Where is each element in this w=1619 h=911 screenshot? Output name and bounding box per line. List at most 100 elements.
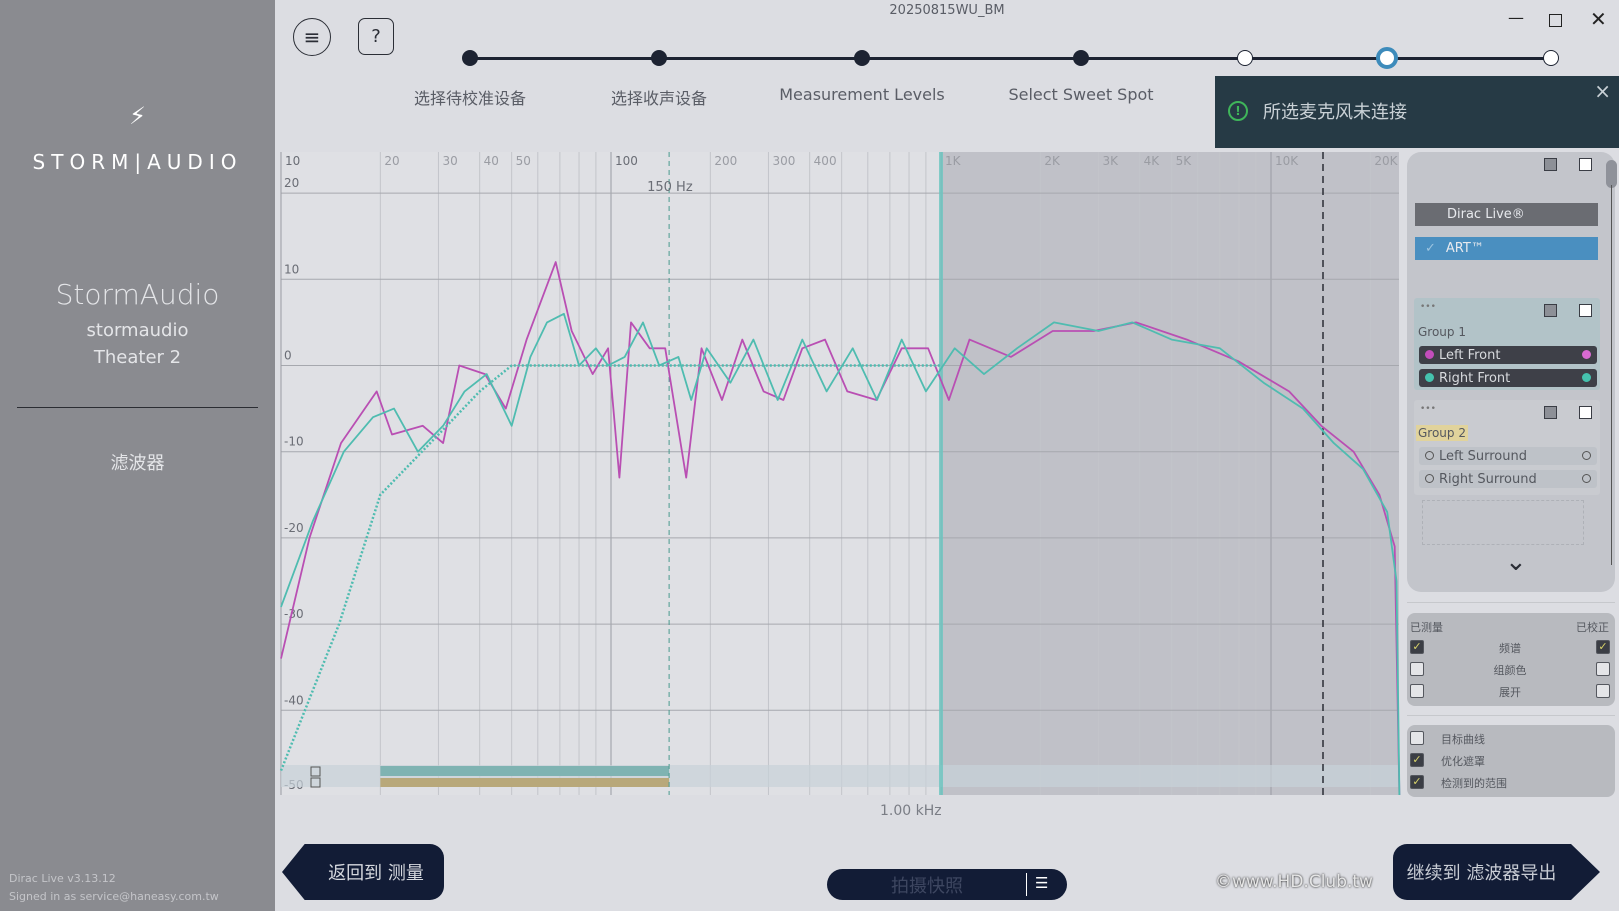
- continue-to-filter-export-button[interactable]: 继续到 滤波器导出: [1393, 844, 1600, 900]
- y-tick-label: -10: [284, 435, 304, 449]
- minimize-icon[interactable]: —: [1508, 8, 1524, 27]
- channel-left-surround[interactable]: Left Surround: [1419, 447, 1597, 465]
- display-options-panel: [1407, 613, 1615, 706]
- measured-header: 已测量: [1410, 621, 1443, 634]
- option-label: 频谱: [1499, 642, 1521, 655]
- stepper-track: [470, 57, 1551, 60]
- step-7-dot[interactable]: [1543, 50, 1559, 66]
- corrected-checkbox[interactable]: ✓: [1596, 640, 1610, 654]
- group-2-more-button[interactable]: •••: [1420, 404, 1436, 414]
- watermark: ©www.HD.Club.tw: [1215, 872, 1373, 892]
- channel-radio: [1425, 474, 1434, 483]
- help-button[interactable]: ?: [358, 18, 394, 55]
- shaded-region: [941, 152, 1399, 795]
- toast-notification: ! 所选麦克风未连接 ×: [1215, 76, 1619, 148]
- channel-right-surround[interactable]: Right Surround: [1419, 470, 1597, 488]
- step-3-label[interactable]: Measurement Levels: [779, 85, 945, 104]
- storm-bolt-icon: ⚡: [129, 102, 146, 130]
- group-1-name: Group 1: [1418, 325, 1466, 339]
- take-snapshot-button[interactable]: 拍摄快照: [827, 869, 1067, 900]
- channel-color-dot: [1425, 373, 1434, 382]
- x-tick-label: 1K: [945, 154, 962, 168]
- option-label: 展开: [1499, 686, 1521, 699]
- corrected-checkbox[interactable]: [1596, 684, 1610, 698]
- back-to-measurement-button[interactable]: 返回到 测量: [282, 844, 444, 900]
- measured-checkbox[interactable]: [1410, 662, 1424, 676]
- visibility-icon[interactable]: [1579, 406, 1592, 419]
- dirac-live-button[interactable]: Dirac Live®: [1415, 203, 1598, 226]
- panel-scrollbar[interactable]: [1606, 160, 1617, 188]
- menu-button[interactable]: ≡: [293, 18, 331, 56]
- channel-right-front[interactable]: Right Front: [1419, 369, 1597, 387]
- series-target: [279, 364, 941, 772]
- overlay-options-panel: [1407, 725, 1615, 797]
- sidebar-item-filters[interactable]: 滤波器: [110, 453, 165, 474]
- x-tick-label: 10: [285, 154, 300, 168]
- visibility-icon[interactable]: [1579, 158, 1592, 171]
- toast-close-button[interactable]: ×: [1594, 79, 1611, 103]
- x-tick-label: 30: [442, 154, 457, 168]
- art-label: ART™: [1445, 241, 1484, 256]
- sidebar-divider: [17, 407, 258, 408]
- y-tick-label: -20: [284, 521, 304, 535]
- corrected-checkbox[interactable]: [1596, 662, 1610, 676]
- step-4-label[interactable]: Select Sweet Spot: [1008, 85, 1154, 104]
- panel-scroll-track: [1611, 185, 1612, 565]
- measured-checkbox[interactable]: ✓: [1410, 640, 1424, 654]
- step-6-dot[interactable]: [1376, 47, 1398, 69]
- option-label: 组颜色: [1493, 664, 1527, 677]
- y-tick-label: -40: [284, 693, 304, 707]
- overlay-label: 优化遮罩: [1441, 755, 1485, 768]
- measured-checkbox[interactable]: [1410, 684, 1424, 698]
- panel-divider: [1407, 602, 1615, 603]
- step-2-label[interactable]: 选择收声设备: [610, 89, 708, 108]
- overlay-checkbox[interactable]: ✓: [1410, 775, 1424, 789]
- overlay-checkbox[interactable]: [1410, 731, 1424, 745]
- overlay-label: 检测到的范围: [1441, 777, 1507, 790]
- series-left-front: [280, 261, 1401, 796]
- channel-toggle[interactable]: [1582, 451, 1591, 460]
- visibility-icon[interactable]: [1579, 304, 1592, 317]
- storm-audio-logo: STORM|AUDIO: [32, 150, 243, 174]
- x-tick-label: 5K: [1176, 154, 1193, 168]
- maximize-icon[interactable]: [1549, 14, 1562, 27]
- group-1-more-button[interactable]: •••: [1420, 302, 1436, 312]
- channel-left-front[interactable]: Left Front: [1419, 346, 1597, 364]
- art-button[interactable]: ✓ ART™: [1415, 237, 1598, 260]
- step-1-dot[interactable]: [462, 50, 478, 66]
- chevron-down-icon[interactable]: ⌄: [1505, 547, 1527, 577]
- step-3-dot[interactable]: [854, 50, 870, 66]
- y-tick-label: 0: [284, 349, 292, 363]
- layout-icon[interactable]: [1544, 304, 1557, 317]
- channel-toggle[interactable]: [1582, 373, 1591, 382]
- snapshot-divider: [1026, 873, 1027, 896]
- step-4-dot[interactable]: [1073, 50, 1089, 66]
- empty-group-slot[interactable]: [1422, 500, 1584, 545]
- step-5-dot[interactable]: [1237, 50, 1253, 66]
- cursor-label: 1.00 kHz: [880, 803, 942, 819]
- layout-icon[interactable]: [1544, 406, 1557, 419]
- x-tick-label: 10K: [1275, 154, 1299, 168]
- group-2-name: Group 2: [1416, 425, 1468, 441]
- toast-message: 所选麦克风未连接: [1263, 102, 1407, 123]
- layout-icon[interactable]: [1544, 158, 1557, 171]
- check-icon: ✓: [1425, 241, 1436, 256]
- window-title: 20250815WU_BM: [889, 3, 1005, 18]
- step-1-label[interactable]: 选择待校准设备: [413, 89, 527, 108]
- channel-label: Left Surround: [1439, 448, 1527, 464]
- step-2-dot[interactable]: [651, 50, 667, 66]
- panel-divider: [1407, 715, 1615, 716]
- snapshot-list-icon[interactable]: ☰: [1035, 874, 1049, 892]
- channel-toggle[interactable]: [1582, 474, 1591, 483]
- overlay-checkbox[interactable]: ✓: [1410, 753, 1424, 767]
- channel-toggle[interactable]: [1582, 350, 1591, 359]
- channel-color-dot: [1425, 350, 1434, 359]
- range-handle: [310, 766, 321, 777]
- x-tick-label: 400: [814, 154, 837, 168]
- channel-label: Right Surround: [1439, 471, 1537, 487]
- range-bar-corrected: [380, 778, 670, 787]
- close-icon[interactable]: ✕: [1590, 7, 1607, 31]
- range-handle: [310, 777, 321, 788]
- x-tick-label: 300: [772, 154, 795, 168]
